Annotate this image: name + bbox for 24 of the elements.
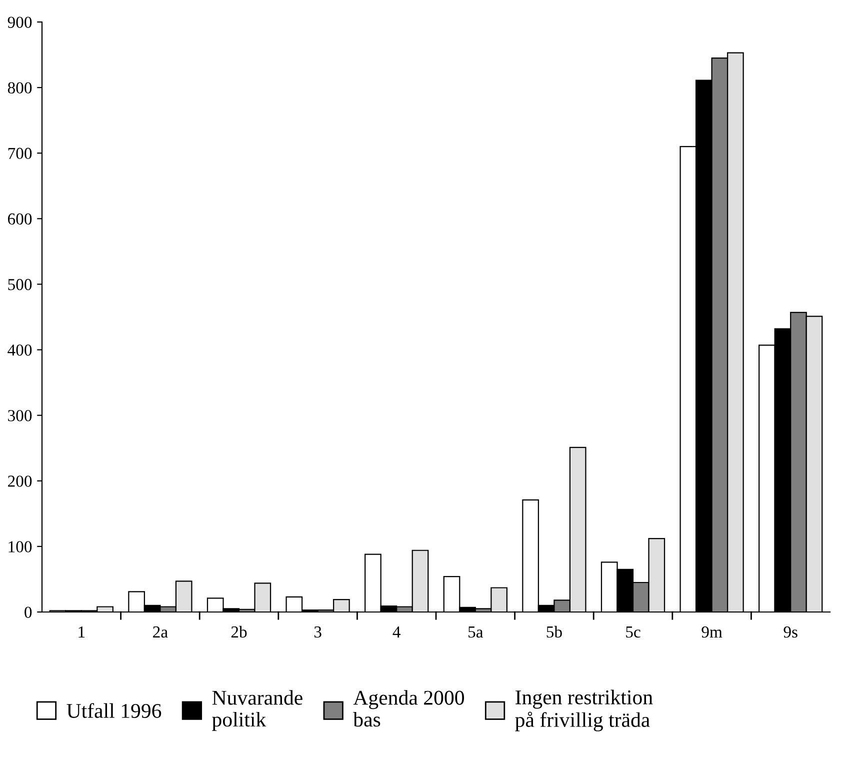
x-tick-label: 3	[314, 626, 322, 638]
y-tick-label: 0	[24, 606, 32, 618]
x-tick-label: 2a	[153, 626, 168, 638]
x-tick-label: 5b	[546, 626, 562, 638]
y-tick-label: 400	[8, 344, 32, 356]
x-tick-label: 1	[78, 626, 85, 638]
y-tick-label: 600	[8, 213, 32, 225]
y-tick-label: 500	[8, 278, 32, 290]
y-tick-label: 700	[8, 148, 32, 160]
legend-label: Utfall 1996	[66, 703, 162, 718]
legend-label: Ingen restriktion på frivillig träda	[515, 690, 653, 732]
legend-label: Agenda 2000 bas	[353, 690, 464, 727]
y-tick-label: 100	[8, 541, 32, 552]
legend-label: Nuvarande politik	[212, 690, 302, 731]
y-tick-label: 800	[8, 82, 32, 94]
y-tick-label: 900	[8, 16, 32, 28]
x-tick-label: 9m	[702, 626, 722, 638]
x-tick-label: 5a	[468, 626, 484, 638]
x-tick-label: 5c	[626, 626, 640, 638]
x-tick-label: 4	[392, 626, 401, 638]
x-tick-label: 2b	[231, 626, 247, 638]
y-tick-label: 200	[8, 476, 32, 487]
y-tick-label: 300	[8, 410, 32, 422]
x-tick-label: 9s	[784, 626, 798, 638]
